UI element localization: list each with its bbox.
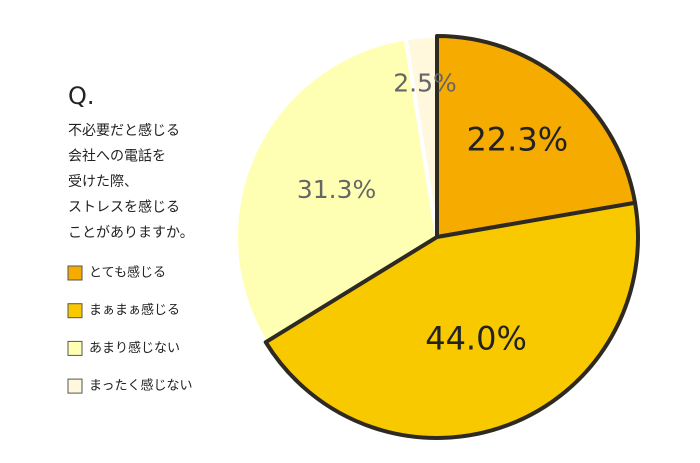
legend-swatch [67,340,83,356]
subtitle-line: 不必要だと感じる [68,122,180,139]
subtitle-line: 受けた際、 [68,174,138,190]
slice-label: 44.0% [425,319,527,357]
subtitle-line: ことがありますか。 [68,225,194,241]
subtitle-line: ストレスを感じる [68,199,180,216]
legend-label: とても感じる [89,265,166,281]
legend-swatch [67,378,83,394]
slice-label: 22.3% [466,121,568,159]
slice-label: 2.5% [393,69,457,98]
chart-title: Q. [68,82,95,110]
legend-label: まぁまぁ感じる [89,302,180,318]
subtitle-line: 会社への電話を [68,148,166,165]
slice-label: 31.3% [297,175,376,204]
legend-swatch [67,303,83,319]
legend-swatch [67,265,83,281]
legend-label: まったく感じない [89,378,192,394]
legend-label: あまり感じない [89,340,180,356]
pie-slice [263,200,640,440]
pie-slice [435,34,638,239]
